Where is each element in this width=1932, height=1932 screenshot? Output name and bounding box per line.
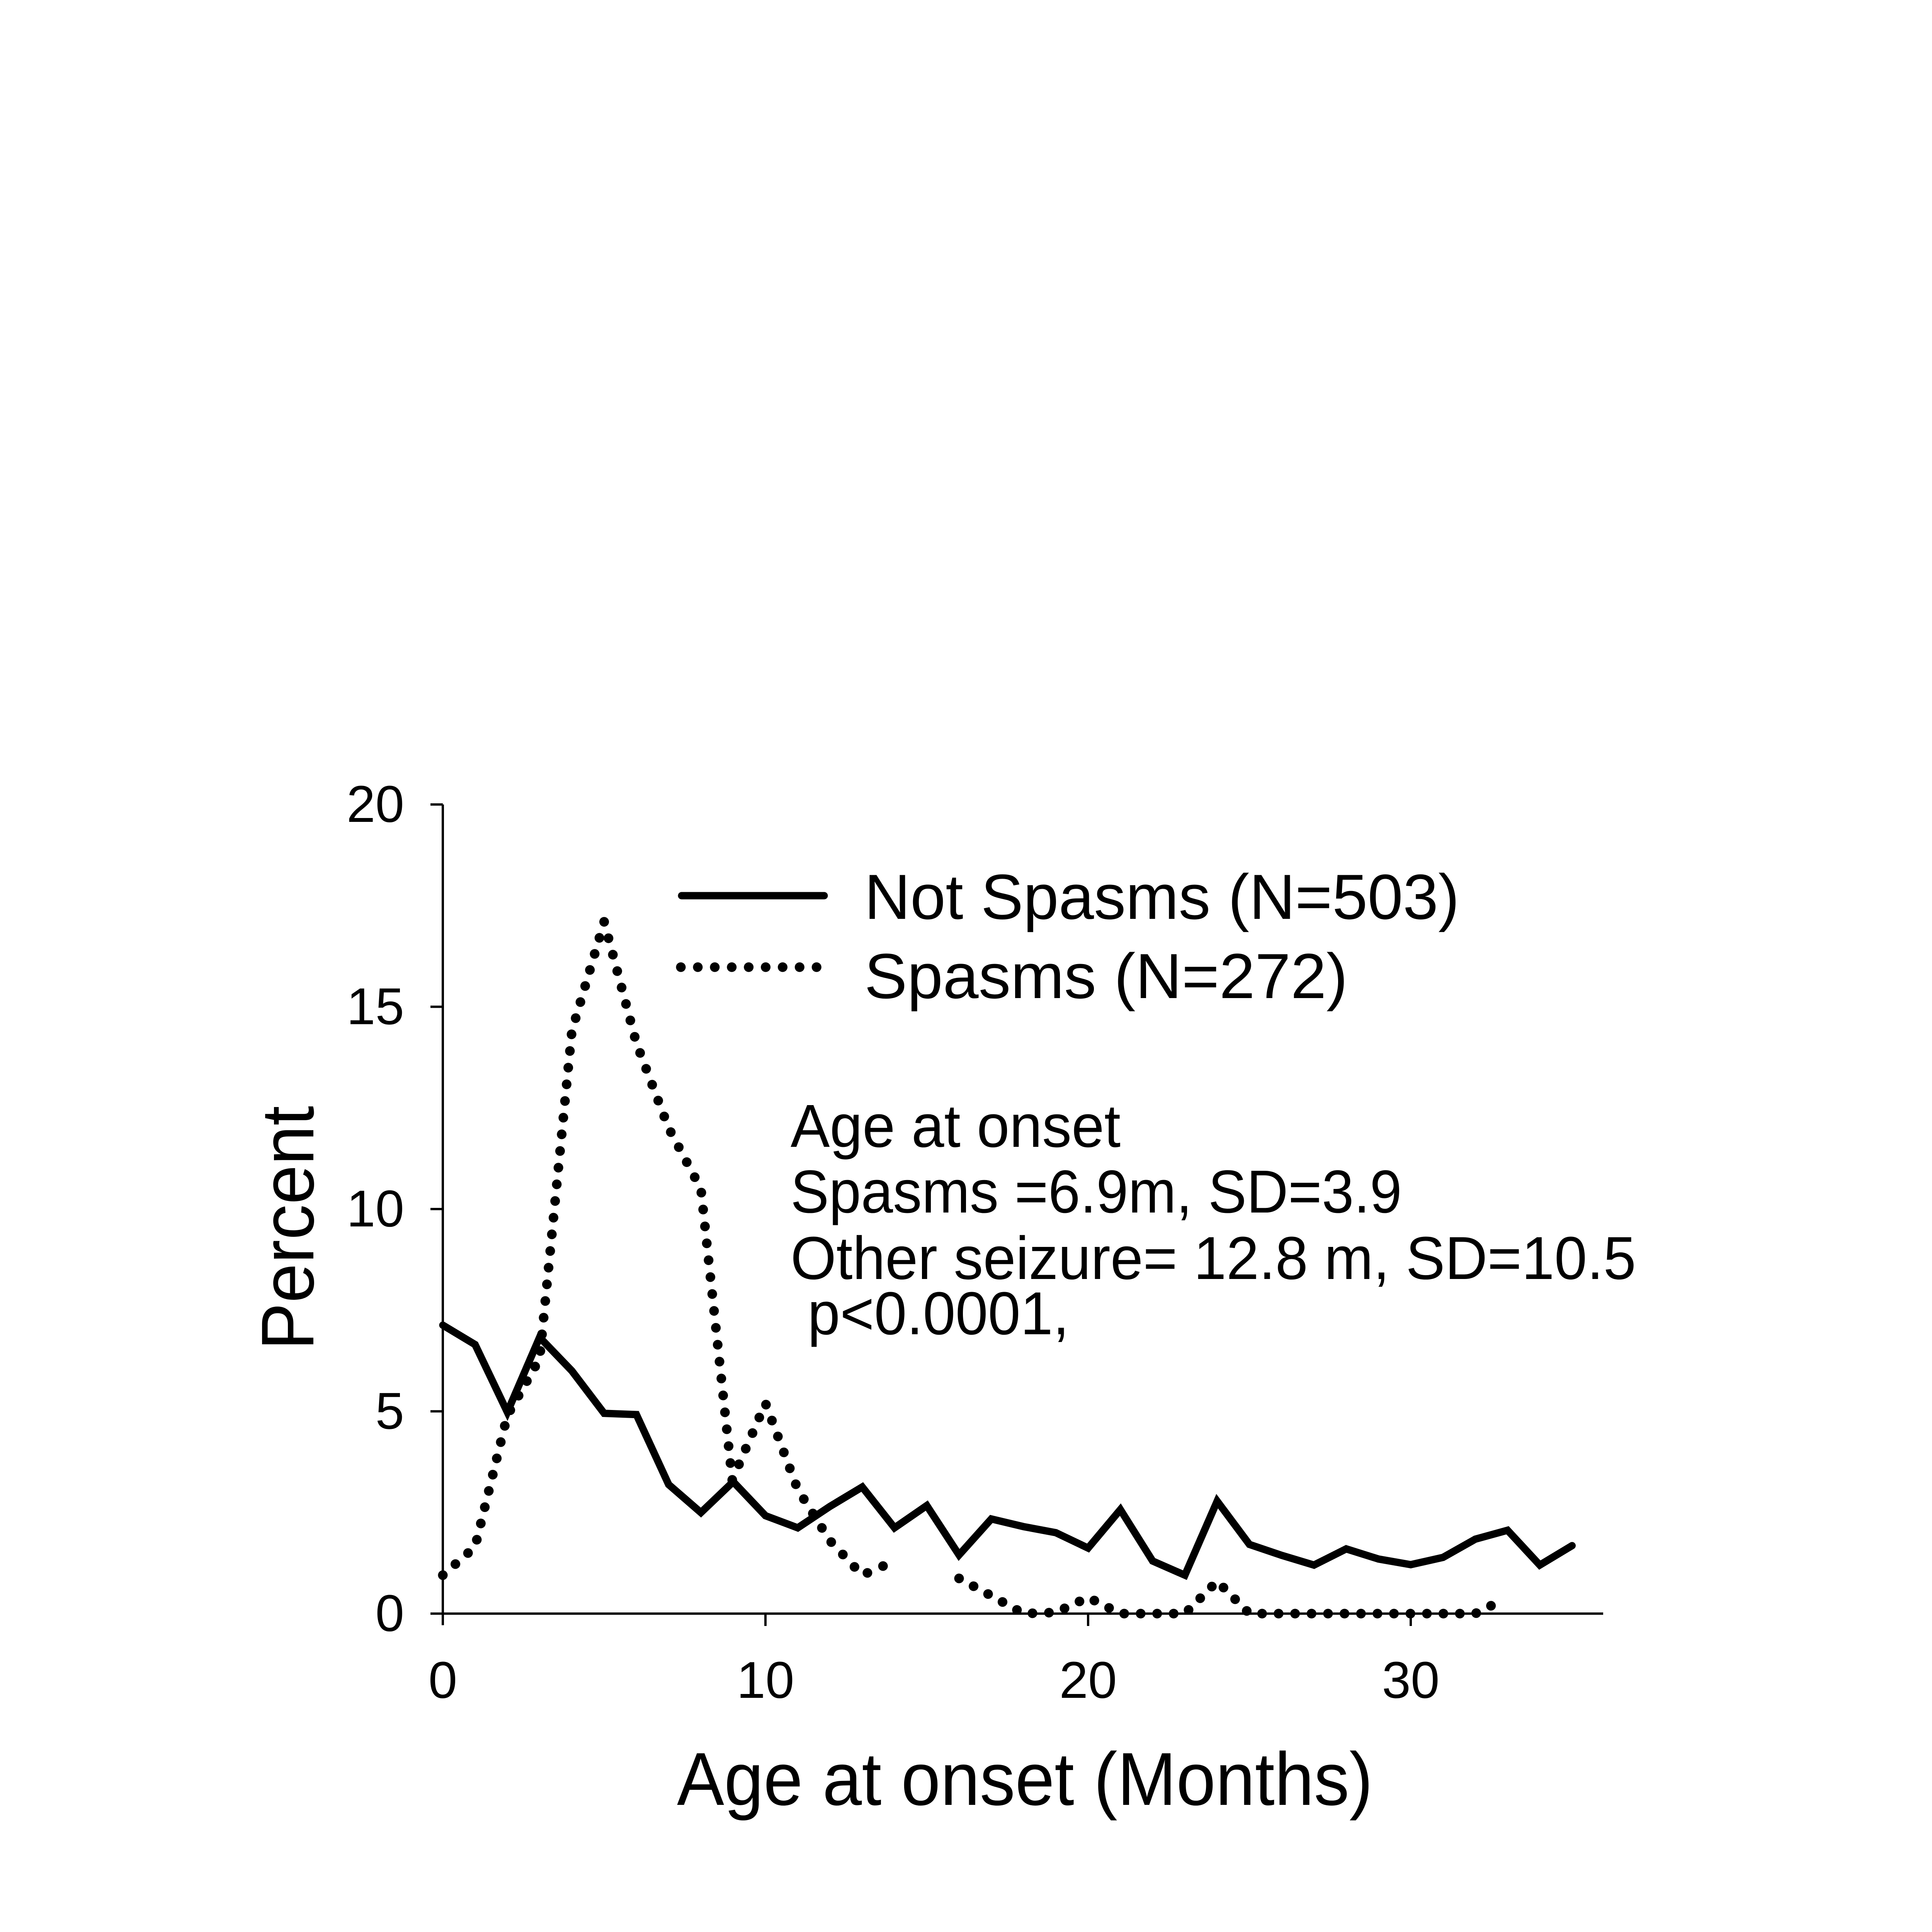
svg-text:20: 20 (347, 776, 404, 833)
svg-text:p<0.0001,: p<0.0001, (808, 1280, 1069, 1347)
svg-text:10: 10 (347, 1180, 404, 1238)
svg-text:20: 20 (1059, 1651, 1117, 1709)
svg-text:Not Spasms (N=503): Not Spasms (N=503) (864, 861, 1459, 932)
svg-text:Spasms (N=272): Spasms (N=272) (864, 940, 1348, 1012)
svg-text:0: 0 (429, 1651, 457, 1709)
svg-text:0: 0 (375, 1585, 404, 1642)
svg-text:Age at onset: Age at onset (791, 1092, 1121, 1160)
svg-text:15: 15 (347, 978, 404, 1036)
svg-text:10: 10 (736, 1651, 794, 1709)
svg-text:Age at onset (Months): Age at onset (Months) (677, 1737, 1373, 1821)
svg-text:Spasms =6.9m, SD=3.9: Spasms =6.9m, SD=3.9 (791, 1158, 1402, 1226)
svg-text:30: 30 (1382, 1651, 1439, 1709)
svg-text:Other seizure= 12.8 m, SD=10.5: Other seizure= 12.8 m, SD=10.5 (791, 1225, 1636, 1292)
svg-text:Percent: Percent (246, 1106, 329, 1350)
svg-text:5: 5 (375, 1383, 404, 1440)
